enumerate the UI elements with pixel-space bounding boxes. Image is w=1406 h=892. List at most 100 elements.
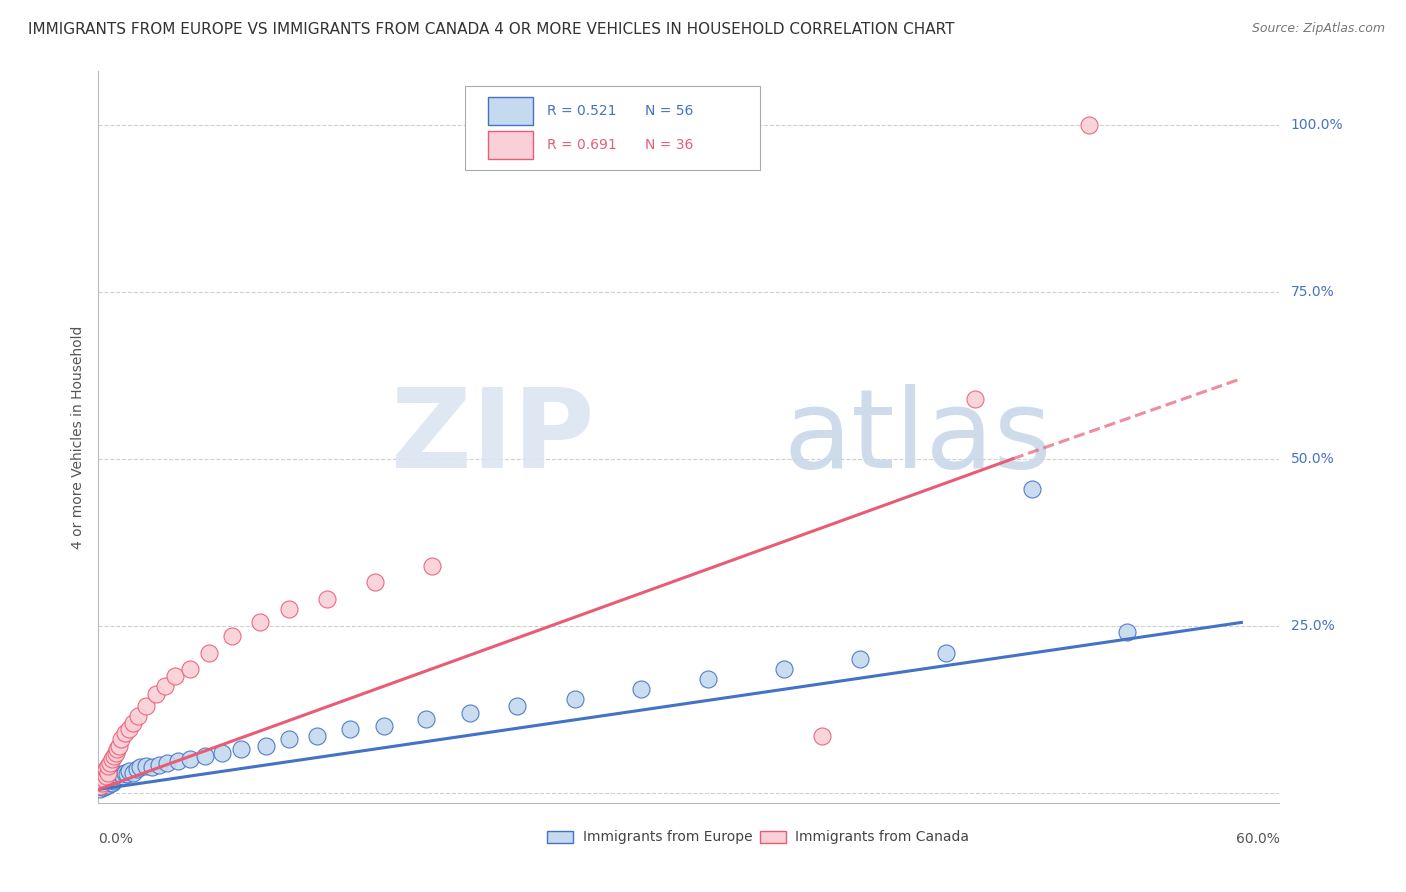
Text: ZIP: ZIP — [391, 384, 595, 491]
Point — [91, 769, 114, 783]
Point — [94, 769, 117, 783]
Point — [1021, 482, 1043, 496]
Point — [91, 776, 114, 790]
Point — [963, 392, 986, 406]
Point — [121, 765, 143, 780]
Point — [773, 662, 796, 676]
FancyBboxPatch shape — [488, 131, 533, 159]
Text: 25.0%: 25.0% — [1291, 619, 1334, 632]
Point — [148, 757, 170, 772]
Point — [221, 629, 243, 643]
Point — [115, 767, 138, 781]
Point — [811, 729, 834, 743]
Text: Immigrants from Canada: Immigrants from Canada — [796, 830, 969, 844]
Text: 100.0%: 100.0% — [1291, 118, 1343, 132]
Point — [125, 763, 148, 777]
Point — [1078, 118, 1101, 132]
Point — [98, 776, 121, 790]
Point — [118, 764, 141, 779]
Point — [93, 780, 115, 795]
Point — [97, 773, 120, 788]
Point — [114, 765, 136, 780]
Text: 75.0%: 75.0% — [1291, 285, 1334, 299]
Point — [97, 771, 120, 785]
Point — [121, 715, 143, 730]
Point — [100, 752, 122, 766]
Point — [277, 602, 299, 616]
Point — [135, 759, 157, 773]
Text: Source: ZipAtlas.com: Source: ZipAtlas.com — [1251, 22, 1385, 36]
Point — [935, 646, 957, 660]
Point — [145, 687, 167, 701]
Point — [104, 772, 127, 787]
Point — [108, 769, 131, 783]
Point — [420, 558, 443, 573]
Point — [179, 752, 201, 766]
Point — [363, 575, 385, 590]
Point — [127, 709, 149, 723]
Point — [107, 742, 129, 756]
Point — [415, 712, 437, 726]
Point — [89, 773, 111, 788]
Point — [307, 729, 329, 743]
Text: IMMIGRANTS FROM EUROPE VS IMMIGRANTS FROM CANADA 4 OR MORE VEHICLES IN HOUSEHOLD: IMMIGRANTS FROM EUROPE VS IMMIGRANTS FRO… — [28, 22, 955, 37]
Point — [91, 776, 114, 790]
Point — [156, 756, 179, 770]
Point — [98, 772, 121, 787]
Text: R = 0.691: R = 0.691 — [547, 138, 617, 152]
Point — [316, 592, 339, 607]
Point — [153, 679, 176, 693]
Point — [103, 773, 125, 788]
Point — [93, 773, 115, 788]
Point — [211, 746, 233, 760]
Point — [373, 719, 395, 733]
Point — [104, 746, 127, 760]
Point — [93, 778, 115, 792]
Text: N = 36: N = 36 — [645, 138, 693, 152]
Point — [1116, 625, 1139, 640]
Point — [277, 732, 299, 747]
Point — [103, 749, 125, 764]
Text: 0.0%: 0.0% — [98, 832, 134, 846]
Point — [697, 672, 720, 686]
Point — [94, 779, 117, 793]
Point — [110, 732, 132, 747]
Text: Immigrants from Europe: Immigrants from Europe — [582, 830, 752, 844]
Point — [94, 772, 117, 787]
Y-axis label: 4 or more Vehicles in Household: 4 or more Vehicles in Household — [70, 326, 84, 549]
Point — [91, 780, 114, 795]
FancyBboxPatch shape — [464, 86, 759, 170]
Point — [630, 682, 652, 697]
Text: R = 0.521: R = 0.521 — [547, 104, 617, 118]
Point — [100, 776, 122, 790]
Point — [198, 646, 221, 660]
Point — [114, 725, 136, 739]
Point — [849, 652, 872, 666]
Point — [167, 754, 190, 768]
Point — [141, 760, 163, 774]
Point — [179, 662, 201, 676]
Text: N = 56: N = 56 — [645, 104, 693, 118]
Point — [97, 778, 120, 792]
Point — [254, 739, 277, 753]
FancyBboxPatch shape — [759, 831, 786, 843]
Point — [194, 749, 217, 764]
Point — [93, 772, 115, 787]
Point — [94, 763, 117, 777]
Point — [163, 669, 186, 683]
Point — [118, 723, 141, 737]
Text: 50.0%: 50.0% — [1291, 451, 1334, 466]
Text: 60.0%: 60.0% — [1236, 832, 1279, 846]
FancyBboxPatch shape — [488, 97, 533, 125]
Text: atlas: atlas — [783, 384, 1052, 491]
Point — [231, 742, 253, 756]
FancyBboxPatch shape — [547, 831, 574, 843]
Point — [110, 767, 132, 781]
Point — [458, 706, 481, 720]
Point — [97, 765, 120, 780]
Point — [89, 782, 111, 797]
Point — [89, 779, 111, 793]
Point — [112, 769, 135, 783]
Point — [103, 769, 125, 783]
Point — [93, 765, 115, 780]
